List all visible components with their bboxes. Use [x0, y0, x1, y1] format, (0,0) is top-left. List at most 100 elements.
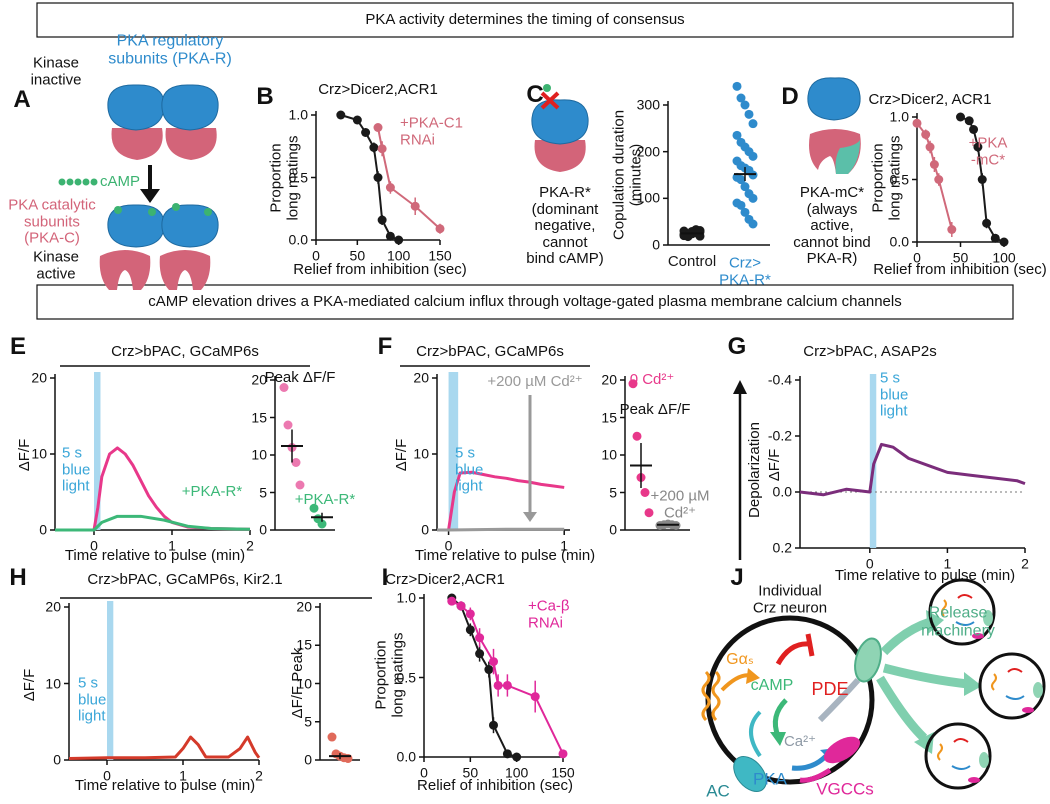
y-tick-label: 0.5 — [889, 170, 909, 187]
data-point — [964, 116, 974, 126]
data-point — [748, 119, 758, 129]
data-point — [748, 219, 758, 229]
data-point — [336, 110, 346, 120]
data-point — [736, 175, 746, 185]
chart-title: Crz>Dicer2, ACR1 — [868, 90, 992, 108]
data-point — [999, 237, 1009, 247]
banner-box — [36, 2, 1014, 38]
y-tick-label: 10 — [413, 445, 429, 462]
component-label: Release machinery — [921, 604, 995, 639]
series-line — [437, 470, 565, 532]
component-label: PKA — [752, 769, 788, 789]
y-tick-label: 0 — [652, 236, 660, 253]
y-tick-label: 20 — [251, 371, 267, 388]
y-axis-label: Proportion long matings — [869, 135, 904, 221]
x-axis-label: Time relative to pulse (min) — [834, 566, 1016, 584]
stimulus-label: 5 s blue light — [78, 674, 107, 725]
component-label: PDE — [811, 679, 849, 700]
series-line — [68, 735, 261, 760]
data-point — [484, 665, 494, 675]
state-label: Kinase inactive — [30, 54, 82, 88]
chart-title: Crz>Dicer2,ACR1 — [318, 80, 438, 98]
stimulus-label: 5 s blue light — [455, 444, 484, 495]
y-tick-label: 0 — [39, 521, 47, 538]
data-point — [736, 93, 746, 103]
camp-dots — [58, 178, 98, 186]
x-tick-label: 0 — [103, 767, 111, 784]
construct-caption: PKA-R* (dominant negative, cannot bind c… — [526, 183, 604, 267]
x-tick-label: 0 — [913, 249, 921, 266]
y-axis-label: ΔF/F Peak — [288, 647, 306, 719]
data-point — [394, 235, 404, 245]
y-tick-label: 1.0 — [396, 589, 416, 606]
component-label: cAMP — [750, 677, 794, 695]
y-tick-label: -0.2 — [767, 427, 792, 444]
data-point — [644, 508, 654, 518]
data-point — [475, 633, 485, 643]
data-point — [921, 130, 931, 139]
banner-box — [36, 284, 1014, 320]
panel-letter: B — [256, 82, 274, 110]
panel-letter: E — [9, 332, 27, 360]
data-point — [632, 431, 642, 441]
data-point — [740, 182, 750, 192]
y-tick-label: 5 — [609, 483, 617, 500]
chart-title: Crz>bPAC, GCaMP6s — [416, 342, 564, 360]
data-point — [385, 183, 395, 192]
y-tick-label: 100 — [636, 189, 660, 206]
pka-mc-mutant — [807, 77, 861, 174]
series-line — [55, 514, 251, 532]
neuron-model — [701, 578, 1046, 792]
panel-letter: A — [13, 85, 31, 113]
y-tick-label: 20 — [296, 598, 312, 615]
component-label: AC — [706, 781, 730, 801]
data-point — [628, 379, 638, 389]
y-tick-label: 0 — [259, 521, 267, 538]
data-point — [640, 488, 650, 497]
series-line — [799, 442, 1026, 497]
x-axis-label: Time relative to pulse (min) — [414, 546, 596, 564]
y-tick-label: 0.0 — [772, 483, 792, 500]
data-point — [373, 123, 383, 132]
data-point — [369, 143, 379, 152]
y-axis-label: Proportion long matings — [372, 632, 407, 718]
y-tick-label: 5 — [304, 713, 312, 730]
stimulus-window — [869, 374, 877, 548]
data-point — [475, 649, 485, 659]
panel-letter: I — [381, 563, 389, 591]
x-tick-label: 150 — [551, 764, 575, 781]
y-axis-label: ΔF/F — [392, 438, 410, 472]
data-point — [977, 175, 987, 184]
data-point — [740, 207, 750, 217]
series-label: +Ca-β RNAi — [528, 597, 570, 631]
panel-letter: J — [730, 563, 744, 591]
x-axis-label: Relief from inhibition (sec) — [293, 260, 467, 278]
data-point — [377, 144, 387, 154]
data-point — [929, 160, 939, 169]
data-point — [925, 142, 935, 152]
y-tick-label: 0.5 — [288, 168, 308, 185]
x-tick-label: 50 — [462, 764, 479, 781]
data-point — [736, 200, 746, 210]
x-tick-label: 1 — [179, 767, 187, 784]
y-tick-label: 15 — [601, 408, 617, 425]
data-point — [317, 519, 327, 529]
series-label: +PKA-C1 RNAi — [400, 114, 463, 148]
y-axis-label: Proportion long matings — [267, 135, 302, 221]
data-point — [465, 625, 475, 635]
component-label: VGCCs — [816, 779, 874, 799]
category-label: +200 µM Cd²⁺ — [650, 487, 710, 521]
data-point — [512, 752, 522, 762]
y-axis-label: Peak ΔF/F — [264, 368, 336, 386]
data-point — [361, 128, 371, 137]
y-tick-label: 20 — [45, 598, 61, 615]
y-tick-label: 20 — [31, 369, 47, 386]
data-point — [947, 225, 957, 234]
stimulus-label: 5 s blue light — [880, 369, 909, 420]
stimulus-label: 5 s blue light — [62, 444, 91, 495]
data-point — [309, 503, 319, 513]
data-point — [558, 749, 568, 759]
data-point — [435, 224, 445, 234]
series-label: +PKA -mC* — [968, 134, 1008, 168]
